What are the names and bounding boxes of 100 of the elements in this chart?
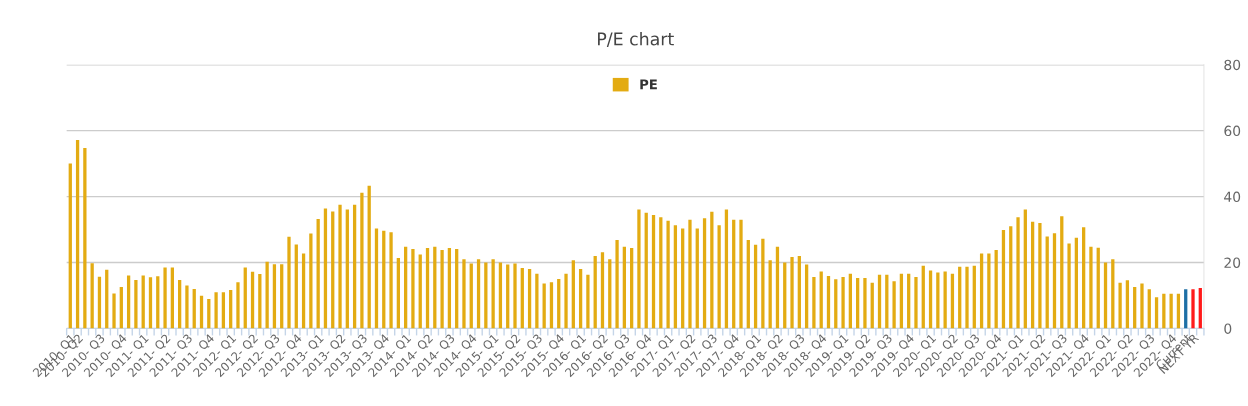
bar <box>1198 287 1202 329</box>
bar <box>418 254 422 329</box>
bar <box>178 279 182 329</box>
bar <box>134 279 138 329</box>
bar <box>440 249 444 329</box>
bar <box>797 255 801 329</box>
bar <box>841 277 845 329</box>
bar <box>877 274 882 329</box>
bar <box>542 283 546 329</box>
bar <box>462 259 466 329</box>
bar <box>753 244 758 329</box>
bar <box>367 185 371 329</box>
bar <box>68 163 72 329</box>
y-tick-label: 80 <box>1224 59 1241 71</box>
bar <box>455 249 459 329</box>
bar <box>280 264 284 329</box>
bar <box>389 232 393 329</box>
bar <box>97 276 102 329</box>
bar <box>987 253 991 329</box>
bar <box>717 225 721 329</box>
bar <box>673 225 678 329</box>
bar <box>826 276 831 329</box>
bar <box>615 240 619 329</box>
bar <box>1009 226 1013 329</box>
bar <box>732 219 736 329</box>
bar <box>1082 227 1086 329</box>
bar <box>834 279 838 329</box>
chart-title: P/E chart <box>598 32 674 47</box>
bar <box>207 299 211 329</box>
bar <box>644 212 648 329</box>
bar <box>527 269 532 329</box>
bar <box>775 246 780 329</box>
bar <box>1074 237 1078 329</box>
bar <box>819 271 823 329</box>
bar <box>221 292 226 329</box>
bar <box>469 263 473 329</box>
bar <box>163 267 167 329</box>
bar <box>1001 229 1006 329</box>
bar <box>600 252 605 329</box>
bar <box>83 148 87 329</box>
bar <box>374 228 379 329</box>
bar <box>710 211 714 329</box>
bar <box>491 259 495 329</box>
bar <box>1125 280 1130 329</box>
bar <box>746 240 750 329</box>
bar <box>433 246 437 329</box>
bar <box>1133 286 1137 329</box>
bar <box>156 276 160 329</box>
bar <box>593 255 597 329</box>
y-tick-label: 20 <box>1224 257 1241 268</box>
bar <box>965 266 969 329</box>
bar <box>1103 262 1108 329</box>
bar <box>804 264 809 329</box>
bar <box>105 269 109 329</box>
bar <box>170 267 174 329</box>
bar <box>352 204 357 329</box>
bar <box>331 211 335 329</box>
bar <box>928 270 933 329</box>
bar <box>936 272 940 329</box>
bar <box>316 219 320 329</box>
bar <box>921 265 925 329</box>
bar <box>396 257 400 329</box>
bar <box>899 273 904 329</box>
bar <box>199 295 204 329</box>
bar <box>1169 293 1173 329</box>
bar <box>1111 259 1115 329</box>
bar <box>294 244 298 329</box>
bar <box>630 248 634 329</box>
bar <box>309 233 313 329</box>
bar <box>812 277 816 329</box>
bar <box>783 262 787 329</box>
y-tick-label: 40 <box>1224 191 1241 203</box>
bar <box>214 292 218 329</box>
bar <box>535 273 539 329</box>
bar <box>1089 246 1093 329</box>
bar <box>1023 209 1027 329</box>
bar <box>688 219 692 329</box>
bar <box>622 246 626 329</box>
bar <box>75 139 80 329</box>
bar <box>476 259 481 329</box>
bar <box>958 266 962 329</box>
bar <box>265 261 269 329</box>
bar <box>1067 243 1071 329</box>
bar <box>1147 289 1151 329</box>
bar <box>520 268 524 329</box>
bar <box>236 282 240 329</box>
bar <box>1140 283 1144 329</box>
bar <box>943 271 947 329</box>
bar <box>323 208 328 329</box>
bar <box>498 262 503 329</box>
bar <box>914 277 918 329</box>
bar <box>870 282 874 329</box>
bar <box>338 204 342 329</box>
bar <box>979 253 984 329</box>
bar <box>651 215 656 329</box>
bar <box>112 293 116 329</box>
bar <box>192 288 196 329</box>
bar <box>549 282 554 329</box>
bar <box>1052 233 1057 329</box>
bar <box>243 267 247 329</box>
